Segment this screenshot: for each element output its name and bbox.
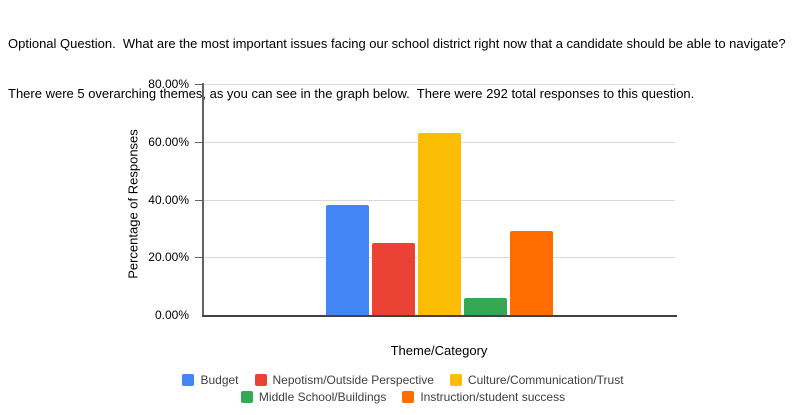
legend-item-middle-school-buildings: Middle School/Buildings — [240, 390, 387, 404]
y-tick-label: 40.00% — [148, 192, 189, 207]
legend-swatch-instruction-student-success — [402, 391, 415, 403]
question-text: Optional Question. What are the most imp… — [8, 3, 792, 135]
legend-item-nepotism-outside-perspective: Nepotism/Outside Perspective — [254, 373, 434, 387]
x-axis-line — [202, 315, 677, 317]
y-tick-mark — [195, 84, 202, 85]
legend-label: Instruction/student success — [420, 390, 566, 404]
y-axis-ticks: 0.00% 20.00% 40.00% 60.00% 80.00% — [140, 78, 196, 321]
legend-label: Culture/Communication/Trust — [467, 373, 624, 387]
y-tick-mark — [195, 199, 202, 201]
question-line-1: Optional Question. What are the most imp… — [8, 36, 786, 51]
legend-item-culture-communication-trust: Culture/Communication/Trust — [449, 373, 624, 387]
y-tick-mark — [195, 257, 202, 259]
bar-budget — [326, 205, 369, 315]
legend-swatch-middle-school-buildings — [240, 391, 253, 403]
gridline — [204, 84, 675, 85]
legend-label: Budget — [200, 373, 239, 387]
y-tick-mark — [195, 141, 202, 143]
y-tick-label: 60.00% — [148, 134, 189, 149]
bars — [204, 84, 675, 315]
legend-swatch-culture-communication-trust — [449, 374, 462, 386]
legend-swatch-nepotism-outside-perspective — [254, 374, 267, 386]
legend-item-budget: Budget — [182, 373, 239, 387]
question-line-2: There were 5 overarching themes, as you … — [8, 85, 695, 101]
x-axis-title: Theme/Category — [390, 343, 488, 358]
legend-label: Nepotism/Outside Perspective — [272, 373, 434, 387]
y-tick-label: 20.00% — [148, 250, 189, 265]
y-axis-line — [202, 83, 204, 317]
plot-area — [195, 84, 675, 315]
legend: Budget Nepotism/Outside Perspective Cultur… — [153, 373, 653, 404]
legend-swatch-budget — [182, 374, 195, 386]
y-tick-label: 80.00% — [148, 77, 189, 91]
legend-item-instruction-student-success: Instruction/student success — [402, 390, 565, 404]
bar-instruction-student-success — [510, 231, 553, 315]
bar-nepotism-outside-perspective — [372, 242, 415, 315]
legend-label: Middle School/Buildings — [258, 390, 387, 404]
bar-culture-communication-trust — [418, 133, 461, 315]
bar-middle-school-buildings — [464, 297, 507, 315]
y-tick-label: 0.00% — [154, 308, 189, 322]
